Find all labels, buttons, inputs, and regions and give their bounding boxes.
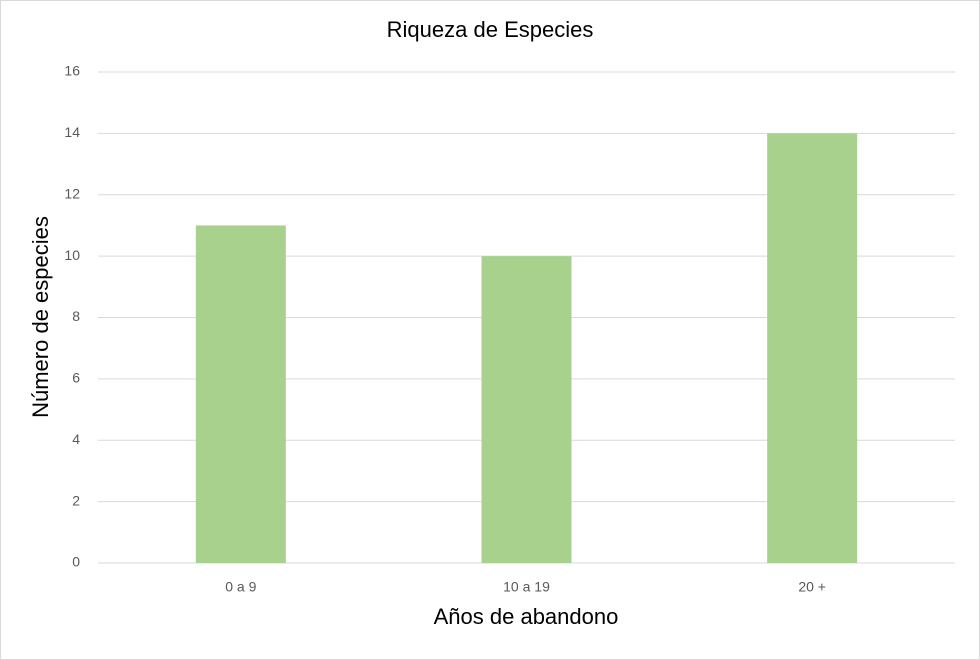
y-tick-label: 2 <box>72 492 80 508</box>
y-tick-label: 0 <box>72 554 80 570</box>
y-tick-label: 4 <box>72 431 80 447</box>
y-tick-label: 12 <box>64 185 80 201</box>
x-tick-label: 20 + <box>798 579 826 595</box>
x-tick-label: 0 a 9 <box>225 579 256 595</box>
y-tick-label: 10 <box>64 247 80 263</box>
y-axis-label: Número de especies <box>28 216 53 418</box>
bar <box>481 256 572 563</box>
y-tick-label: 6 <box>72 370 80 386</box>
x-tick-label: 10 a 19 <box>503 579 550 595</box>
bar <box>767 133 858 563</box>
y-tick-label: 16 <box>64 63 80 79</box>
x-axis-label: Años de abandono <box>434 604 619 629</box>
bar <box>195 225 286 563</box>
chart-title: Riqueza de Especies <box>387 17 594 42</box>
y-tick-label: 14 <box>64 124 80 140</box>
y-tick-label: 8 <box>72 308 80 324</box>
